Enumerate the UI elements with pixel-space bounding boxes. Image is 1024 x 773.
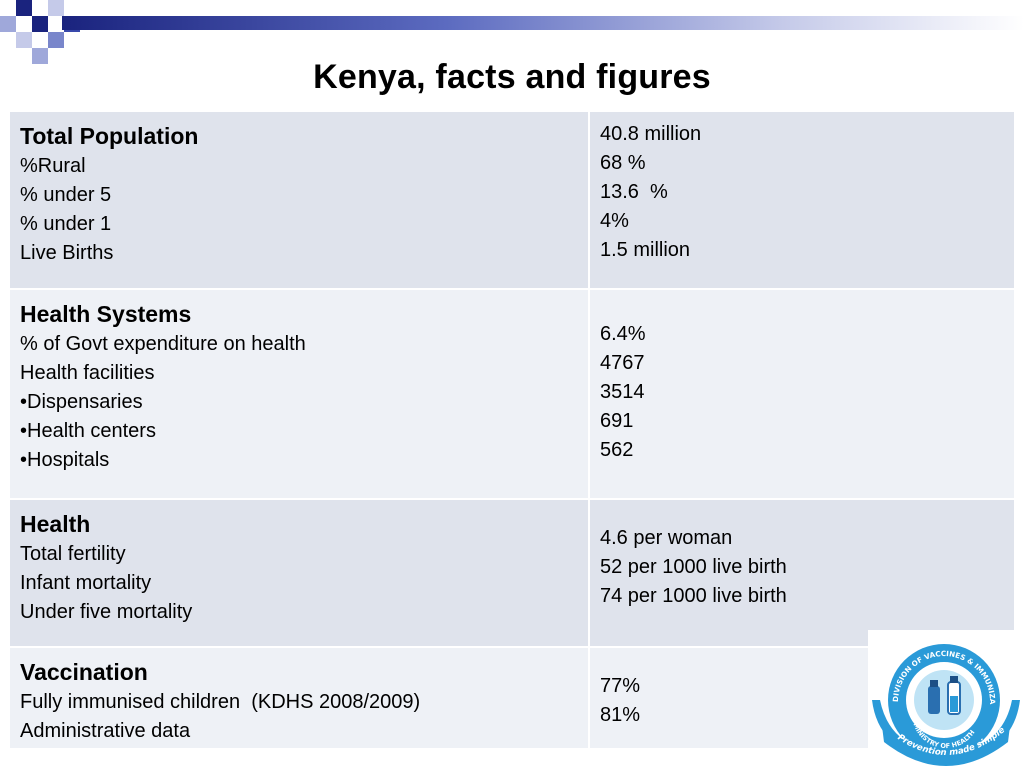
header-gradient-bar bbox=[62, 16, 1024, 30]
row-label: •Hospitals bbox=[20, 449, 110, 471]
row-label: •Health centers bbox=[20, 420, 156, 442]
row-value: 52 per 1000 live birth bbox=[600, 556, 787, 578]
table-row: Health Systems % of Govt expenditure on … bbox=[8, 288, 1016, 500]
row-label: % of Govt expenditure on health bbox=[20, 333, 306, 355]
facts-table: Total Population %Rural % under 5 % unde… bbox=[8, 110, 1016, 750]
row-heading: Health bbox=[20, 511, 91, 537]
row-value: 691 bbox=[600, 410, 634, 432]
row-label: Infant mortality bbox=[20, 572, 152, 594]
row-labels-cell: Health Total fertility Infant mortality … bbox=[8, 498, 590, 648]
row-value: 13.6 % bbox=[600, 181, 668, 203]
table-row: Vaccination Fully immunised children (KD… bbox=[8, 646, 1016, 750]
row-value: 6.4% bbox=[600, 323, 646, 345]
row-values-cell: 40.8 million 68 % 13.6 % 4% 1.5 million bbox=[588, 110, 1016, 290]
row-value: 4767 bbox=[600, 352, 645, 374]
row-label: Fully immunised children (KDHS 2008/2009… bbox=[20, 691, 421, 713]
vaccine-emblem-icon: DIVISION OF VACCINES & IMMUNIZATION MINI… bbox=[865, 623, 1020, 766]
row-label: %Rural bbox=[20, 155, 86, 177]
row-heading: Vaccination bbox=[20, 659, 148, 685]
row-value: 562 bbox=[600, 439, 634, 461]
row-label: % under 1 bbox=[20, 213, 112, 235]
row-value: 4.6 per woman bbox=[600, 527, 733, 549]
division-logo: DIVISION OF VACCINES & IMMUNIZATION MINI… bbox=[865, 623, 1024, 768]
table-row: Health Total fertility Infant mortality … bbox=[8, 498, 1016, 648]
row-label: Health facilities bbox=[20, 362, 155, 384]
row-value: 74 per 1000 live birth bbox=[600, 585, 787, 607]
row-label: Total fertility bbox=[20, 543, 126, 565]
row-value: 81% bbox=[600, 704, 641, 726]
slide-title: Kenya, facts and figures bbox=[313, 58, 711, 96]
row-label: Under five mortality bbox=[20, 601, 193, 623]
row-value: 3514 bbox=[600, 381, 645, 403]
row-heading: Total Population bbox=[20, 123, 199, 149]
row-label: •Dispensaries bbox=[20, 391, 143, 413]
table-row: Total Population %Rural % under 5 % unde… bbox=[8, 110, 1016, 290]
row-labels-cell: Health Systems % of Govt expenditure on … bbox=[8, 288, 590, 500]
row-labels-cell: Vaccination Fully immunised children (KD… bbox=[8, 646, 590, 750]
row-label: % under 5 bbox=[20, 184, 112, 206]
row-value: 77% bbox=[600, 675, 641, 697]
row-values-cell: 4.6 per woman 52 per 1000 live birth 74 … bbox=[588, 498, 1016, 648]
row-label: Live Births bbox=[20, 242, 114, 264]
row-label: Administrative data bbox=[20, 720, 191, 742]
row-value: 40.8 million bbox=[600, 123, 702, 145]
row-values-cell: 6.4% 4767 3514 691 562 bbox=[588, 288, 1016, 500]
row-heading: Health Systems bbox=[20, 301, 192, 327]
row-value: 4% bbox=[600, 210, 629, 232]
decorative-squares bbox=[0, 0, 80, 64]
row-value: 1.5 million bbox=[600, 239, 691, 261]
row-labels-cell: Total Population %Rural % under 5 % unde… bbox=[8, 110, 590, 290]
row-value: 68 % bbox=[600, 152, 646, 174]
